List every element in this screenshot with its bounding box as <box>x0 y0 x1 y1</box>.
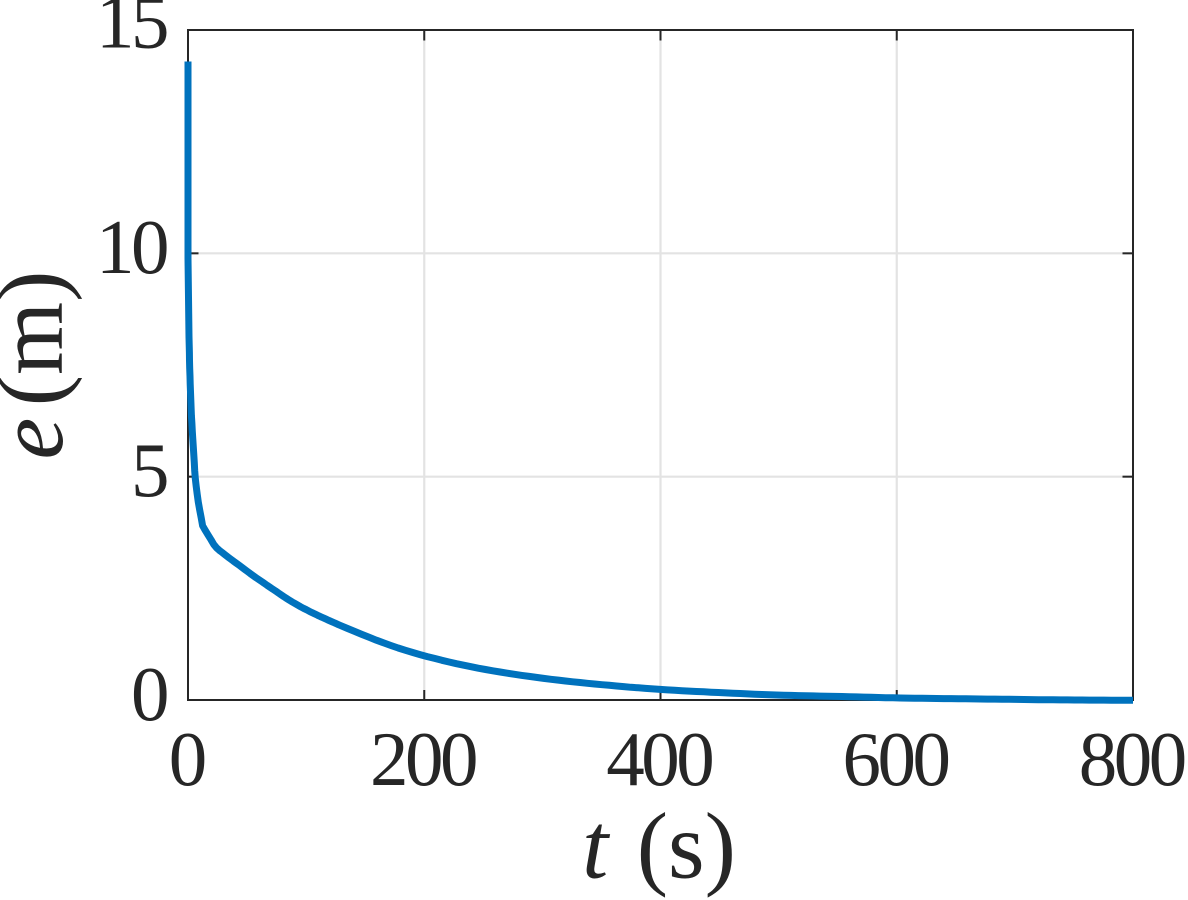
svg-text:10: 10 <box>96 204 167 290</box>
svg-text:5: 5 <box>131 427 170 513</box>
svg-text:e (m): e (m) <box>0 271 83 460</box>
svg-text:600: 600 <box>843 716 949 802</box>
svg-text:15: 15 <box>96 0 167 64</box>
svg-text:t (s): t (s) <box>582 795 736 899</box>
svg-text:400: 400 <box>606 716 712 802</box>
svg-text:0: 0 <box>131 651 170 737</box>
svg-text:0: 0 <box>169 716 208 802</box>
svg-text:200: 200 <box>370 716 476 802</box>
svg-text:800: 800 <box>1079 716 1185 802</box>
